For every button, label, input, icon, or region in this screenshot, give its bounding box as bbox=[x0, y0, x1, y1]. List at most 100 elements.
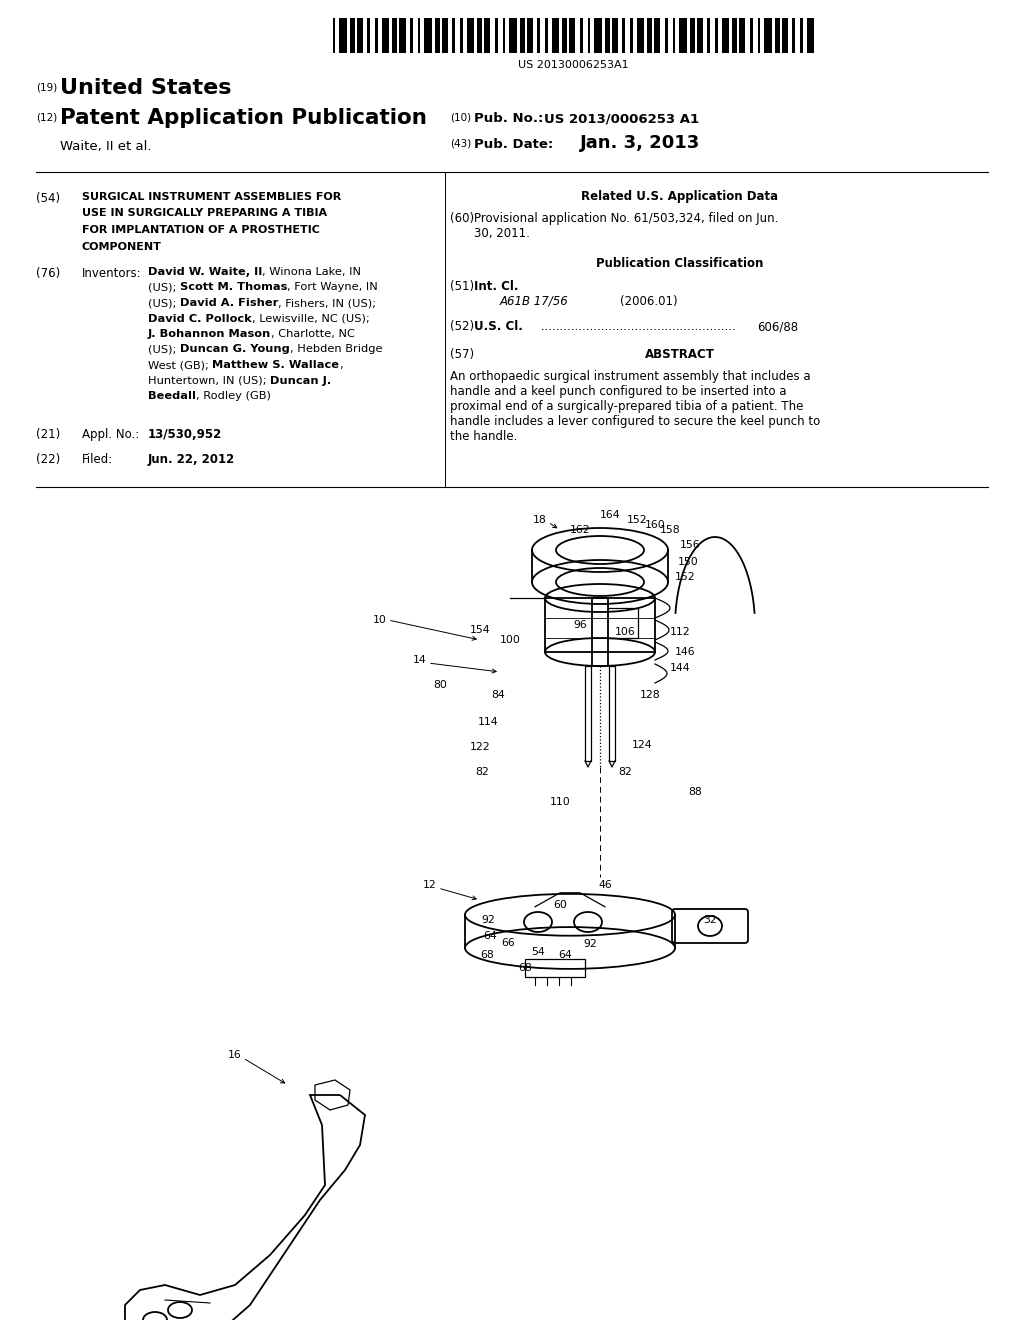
Bar bbox=[510, 18, 517, 53]
Text: 110: 110 bbox=[550, 797, 570, 807]
Text: (43): (43) bbox=[450, 139, 471, 148]
Text: Huntertown, IN (US);: Huntertown, IN (US); bbox=[148, 375, 270, 385]
Text: 68: 68 bbox=[518, 964, 531, 973]
Text: handle and a keel punch configured to be inserted into a: handle and a keel punch configured to be… bbox=[450, 385, 786, 399]
Text: Jun. 22, 2012: Jun. 22, 2012 bbox=[148, 453, 236, 466]
Bar bbox=[520, 18, 525, 53]
Bar bbox=[333, 18, 336, 53]
Text: 80: 80 bbox=[433, 680, 446, 690]
Bar bbox=[392, 18, 397, 53]
Text: Related U.S. Application Data: Related U.S. Application Data bbox=[582, 190, 778, 203]
Text: 88: 88 bbox=[688, 787, 701, 797]
Bar bbox=[585, 667, 591, 762]
Bar bbox=[562, 18, 567, 53]
Text: David W. Waite, II: David W. Waite, II bbox=[148, 267, 262, 277]
Bar bbox=[716, 18, 718, 53]
Bar bbox=[605, 18, 610, 53]
Bar bbox=[588, 18, 591, 53]
Text: 158: 158 bbox=[659, 525, 680, 535]
Text: , Fishers, IN (US);: , Fishers, IN (US); bbox=[279, 298, 377, 308]
Text: , Rodley (GB): , Rodley (GB) bbox=[196, 391, 271, 401]
Text: 160: 160 bbox=[645, 520, 666, 531]
Bar bbox=[538, 18, 541, 53]
Text: 12: 12 bbox=[423, 880, 437, 890]
Text: COMPONENT: COMPONENT bbox=[82, 242, 162, 252]
Bar bbox=[609, 667, 615, 762]
Bar bbox=[350, 18, 355, 53]
Text: (60): (60) bbox=[450, 213, 474, 224]
Text: 92: 92 bbox=[481, 915, 495, 925]
Bar bbox=[418, 18, 421, 53]
Bar bbox=[739, 18, 745, 53]
Bar bbox=[376, 18, 378, 53]
Text: 84: 84 bbox=[492, 690, 505, 700]
Text: 64: 64 bbox=[483, 931, 497, 941]
Text: J. Bohannon Mason: J. Bohannon Mason bbox=[148, 329, 271, 339]
Text: 124: 124 bbox=[632, 741, 652, 750]
Text: Matthew S. Wallace: Matthew S. Wallace bbox=[213, 360, 340, 370]
Text: David C. Pollock: David C. Pollock bbox=[148, 314, 252, 323]
Text: 152: 152 bbox=[627, 515, 647, 525]
Bar bbox=[453, 18, 456, 53]
Text: ....................................................: ........................................… bbox=[537, 319, 736, 333]
Text: (2006.01): (2006.01) bbox=[620, 294, 678, 308]
Text: 128: 128 bbox=[640, 690, 660, 700]
Text: Appl. No.:: Appl. No.: bbox=[82, 428, 139, 441]
Text: 66: 66 bbox=[501, 939, 515, 948]
Text: (19): (19) bbox=[36, 83, 57, 92]
Text: ABSTRACT: ABSTRACT bbox=[645, 348, 715, 360]
Bar bbox=[484, 18, 490, 53]
Bar bbox=[525, 960, 585, 977]
Text: , Hebden Bridge: , Hebden Bridge bbox=[290, 345, 382, 355]
Text: 46: 46 bbox=[598, 880, 612, 890]
Text: 122: 122 bbox=[470, 742, 490, 752]
Text: , Lewisville, NC (US);: , Lewisville, NC (US); bbox=[252, 314, 370, 323]
Bar bbox=[442, 18, 449, 53]
Bar bbox=[654, 18, 660, 53]
Bar bbox=[382, 18, 389, 53]
Text: USE IN SURGICALLY PREPARING A TIBIA: USE IN SURGICALLY PREPARING A TIBIA bbox=[82, 209, 327, 219]
Text: 10: 10 bbox=[373, 615, 387, 624]
Bar bbox=[647, 18, 652, 53]
Text: Duncan J.: Duncan J. bbox=[270, 375, 332, 385]
Bar bbox=[665, 18, 668, 53]
Bar bbox=[399, 18, 406, 53]
Text: United States: United States bbox=[60, 78, 231, 98]
Text: (US);: (US); bbox=[148, 345, 180, 355]
Bar bbox=[477, 18, 482, 53]
Text: , Fort Wayne, IN: , Fort Wayne, IN bbox=[288, 282, 378, 293]
Text: (52): (52) bbox=[450, 319, 474, 333]
Bar bbox=[467, 18, 474, 53]
Bar bbox=[708, 18, 711, 53]
Text: SURGICAL INSTRUMENT ASSEMBLIES FOR: SURGICAL INSTRUMENT ASSEMBLIES FOR bbox=[82, 191, 341, 202]
Text: 14: 14 bbox=[413, 655, 427, 665]
Bar bbox=[546, 18, 548, 53]
Text: (US);: (US); bbox=[148, 298, 180, 308]
Text: 82: 82 bbox=[618, 767, 632, 777]
Text: 64: 64 bbox=[558, 950, 571, 960]
Text: US 2013/0006253 A1: US 2013/0006253 A1 bbox=[544, 112, 699, 125]
Text: the handle.: the handle. bbox=[450, 430, 517, 444]
Text: (76): (76) bbox=[36, 267, 60, 280]
Bar bbox=[495, 18, 498, 53]
Text: 144: 144 bbox=[670, 663, 690, 673]
Text: 606/88: 606/88 bbox=[757, 319, 798, 333]
Bar bbox=[750, 18, 753, 53]
Text: David A. Fisher: David A. Fisher bbox=[180, 298, 279, 308]
Bar bbox=[801, 18, 803, 53]
Bar bbox=[623, 18, 626, 53]
Text: 156: 156 bbox=[680, 540, 700, 550]
Text: 13/530,952: 13/530,952 bbox=[148, 428, 222, 441]
Text: Duncan G. Young: Duncan G. Young bbox=[180, 345, 290, 355]
Bar bbox=[569, 18, 575, 53]
Text: (10): (10) bbox=[450, 112, 471, 121]
Text: Jan. 3, 2013: Jan. 3, 2013 bbox=[580, 135, 700, 152]
Text: (54): (54) bbox=[36, 191, 60, 205]
Text: 92: 92 bbox=[583, 939, 597, 949]
Bar bbox=[612, 18, 618, 53]
Bar bbox=[631, 18, 633, 53]
Text: 30, 2011.: 30, 2011. bbox=[474, 227, 529, 240]
Text: 96: 96 bbox=[573, 620, 587, 630]
Text: 154: 154 bbox=[470, 624, 490, 635]
Bar bbox=[775, 18, 780, 53]
